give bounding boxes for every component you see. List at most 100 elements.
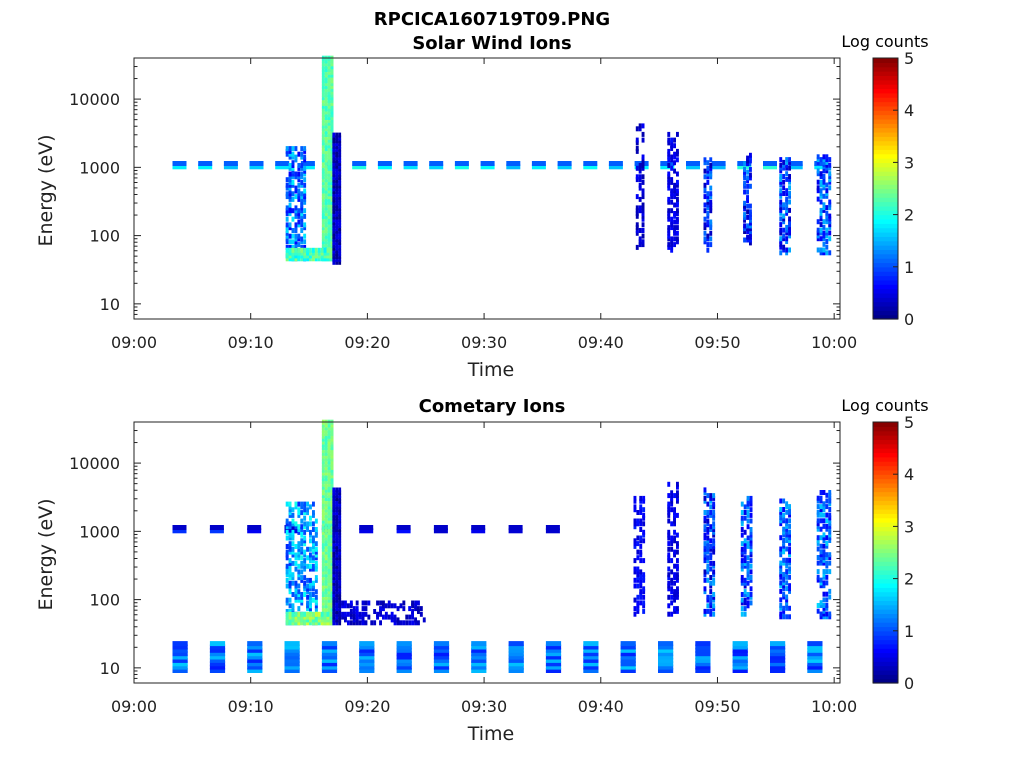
spike-cell bbox=[746, 209, 749, 215]
lowband-cell bbox=[732, 664, 748, 670]
spike-cell bbox=[816, 196, 820, 202]
column-cell bbox=[327, 98, 331, 104]
spike-cell bbox=[743, 237, 746, 243]
column-cell bbox=[338, 569, 342, 575]
band-cell bbox=[314, 250, 318, 256]
spike-cell bbox=[828, 162, 832, 168]
burst-cell bbox=[303, 501, 307, 507]
lowband-cell bbox=[695, 644, 711, 650]
column-cell bbox=[330, 504, 334, 510]
burst-cell bbox=[297, 222, 301, 228]
spike-cell bbox=[785, 594, 789, 600]
spike-cell bbox=[825, 591, 829, 597]
column-cell bbox=[321, 462, 325, 468]
spike-cell bbox=[788, 614, 791, 620]
stack-cell bbox=[670, 137, 674, 143]
stack-cell bbox=[676, 541, 679, 547]
lowband-cell bbox=[807, 657, 823, 663]
spike-cell bbox=[816, 555, 820, 560]
band-cell bbox=[285, 620, 289, 626]
spike-cell bbox=[828, 495, 832, 501]
column-cell bbox=[321, 109, 325, 115]
burst-cell bbox=[285, 205, 289, 211]
column-cell bbox=[327, 67, 331, 72]
column-cell bbox=[321, 236, 325, 242]
column-cell bbox=[335, 231, 339, 237]
colorbar-swatch bbox=[873, 474, 898, 480]
spike-cell bbox=[703, 239, 707, 245]
lowband-cell bbox=[284, 668, 300, 673]
lowband-cell bbox=[508, 647, 524, 653]
burst-cell bbox=[300, 538, 304, 544]
spike-cell bbox=[740, 563, 744, 569]
spike-cell bbox=[785, 526, 789, 532]
column-cell bbox=[330, 194, 334, 200]
column-cell bbox=[335, 496, 339, 501]
spike-cell bbox=[743, 200, 746, 206]
spike-cell bbox=[782, 526, 786, 532]
column-cell bbox=[332, 189, 336, 195]
stack-cell bbox=[642, 589, 646, 595]
column-cell bbox=[335, 490, 339, 496]
burst-cell bbox=[300, 592, 304, 597]
lowband-cell bbox=[209, 664, 226, 670]
lowband-cell bbox=[545, 651, 562, 657]
tail-cell bbox=[419, 606, 423, 612]
column-cell bbox=[330, 233, 334, 239]
burst-cell bbox=[288, 510, 292, 516]
column-cell bbox=[324, 205, 328, 211]
column-cell bbox=[330, 72, 334, 78]
spike-cell bbox=[825, 213, 829, 219]
spike-cell bbox=[816, 495, 820, 501]
stack-cell bbox=[673, 606, 676, 612]
column-cell bbox=[335, 163, 339, 169]
tail-cell bbox=[411, 600, 414, 606]
spike-cell bbox=[822, 574, 826, 580]
column-cell bbox=[338, 192, 342, 197]
column-cell bbox=[330, 225, 334, 231]
tail-cell bbox=[417, 609, 420, 614]
line-cell bbox=[531, 164, 546, 170]
column-cell bbox=[332, 242, 336, 248]
colorbar-swatch bbox=[873, 305, 898, 311]
burst-cell bbox=[300, 555, 304, 561]
spike-cell bbox=[746, 198, 749, 203]
burst-cell bbox=[303, 535, 307, 541]
spike-cell bbox=[822, 490, 826, 495]
spike-cell bbox=[828, 219, 832, 225]
colorbar-swatch bbox=[873, 652, 898, 658]
burst-cell bbox=[309, 521, 312, 527]
stack-cell bbox=[670, 242, 674, 248]
lowband-cell bbox=[209, 651, 226, 657]
spike-cell bbox=[749, 586, 753, 592]
spike-cell bbox=[828, 157, 832, 163]
stack-cell bbox=[670, 541, 674, 547]
stack-cell bbox=[670, 535, 674, 541]
column-cell bbox=[321, 205, 325, 211]
colorbar-swatch bbox=[873, 422, 898, 427]
burst-cell bbox=[309, 515, 312, 521]
lowband-cell bbox=[471, 661, 487, 667]
burst-cell bbox=[294, 225, 298, 231]
burst-cell bbox=[288, 171, 292, 177]
line-cell bbox=[686, 161, 700, 166]
stack-cell bbox=[633, 538, 637, 544]
band-cell bbox=[320, 611, 324, 617]
line-cell bbox=[429, 164, 444, 170]
colorbar-swatch bbox=[873, 271, 898, 277]
spike-cell bbox=[743, 226, 746, 232]
tail-cell bbox=[414, 606, 417, 612]
band-cell bbox=[317, 253, 321, 259]
spike-cell bbox=[828, 498, 832, 504]
column-cell bbox=[327, 529, 331, 535]
spike-cell bbox=[740, 549, 744, 555]
line-cell bbox=[300, 161, 315, 166]
band-cell bbox=[300, 614, 304, 620]
column-cell bbox=[327, 538, 331, 544]
column-cell bbox=[324, 86, 328, 92]
column-cell bbox=[338, 504, 342, 510]
burst-cell bbox=[294, 213, 298, 219]
burst-cell bbox=[303, 239, 307, 245]
burst-cell bbox=[291, 532, 295, 538]
column-cell bbox=[330, 484, 334, 490]
